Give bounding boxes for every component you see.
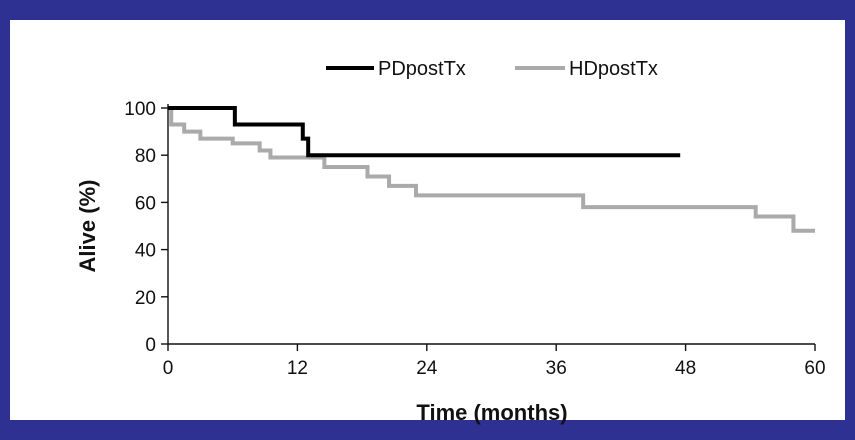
y-tick-label: 60	[135, 193, 156, 214]
legend: PDpostTx HDpostTx	[326, 58, 658, 80]
x-tick-label: 36	[546, 358, 567, 379]
x-tick-label: 12	[287, 358, 308, 379]
y-tick-label: 20	[135, 288, 156, 309]
y-tick-label: 100	[124, 99, 156, 120]
series-line-hdposttx	[168, 106, 815, 233]
x-tick-label: 48	[675, 358, 696, 379]
x-tick-label: 0	[163, 358, 174, 379]
axes: 0 20 40 60 80 100 0 12 24 36 48 60	[124, 99, 825, 379]
series-layer	[168, 106, 815, 233]
series-line-pdposttx	[168, 106, 681, 158]
legend-label-pdposttx: PDpostTx	[378, 58, 466, 80]
y-tick-label: 80	[135, 146, 156, 167]
legend-label-hdposttx: HDpostTx	[569, 58, 658, 80]
y-axis-title: Alive (%)	[75, 180, 100, 273]
x-axis-title: Time (months)	[416, 400, 567, 425]
y-tick-label: 40	[135, 241, 156, 262]
x-tick-label: 60	[804, 358, 825, 379]
y-tick-label: 0	[145, 335, 156, 356]
chart-panel	[10, 20, 845, 420]
x-tick-label: 24	[416, 358, 438, 379]
